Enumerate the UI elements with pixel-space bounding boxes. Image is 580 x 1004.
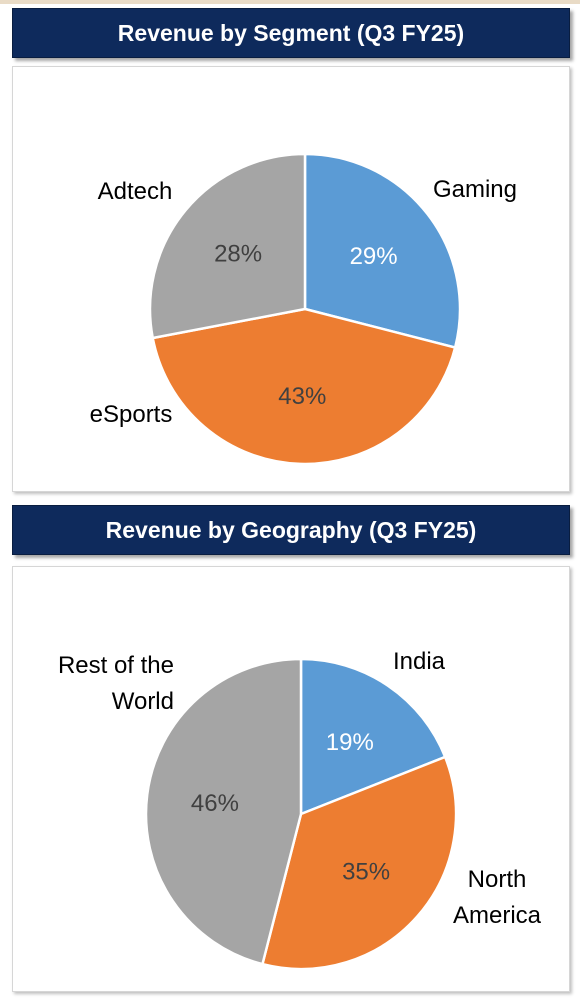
top-accent-strip: [0, 0, 580, 4]
pie-data-label-rest-of-the-world: 46%: [191, 790, 239, 817]
pie-slice-rest-of-the-world: [144, 657, 303, 966]
pie-data-label-gaming: 29%: [350, 243, 398, 270]
pie-data-label-esports: 43%: [278, 383, 326, 410]
pie-category-label-north-america: North America: [453, 866, 542, 929]
pie-data-label-adtech: 28%: [214, 241, 262, 268]
segment-chart-header: Revenue by Segment (Q3 FY25): [12, 8, 570, 58]
pie-slice-north-america: [260, 755, 458, 971]
segment-pie-chart: 29% 43% 28% Gaming eSports Adtech: [12, 66, 570, 492]
geography-chart-header: Revenue by Geography (Q3 FY25): [12, 505, 570, 555]
pie-slice-adtech: [148, 152, 307, 340]
pie-slice-esports: [151, 307, 457, 466]
pie-category-label-esports: eSports: [90, 401, 173, 428]
pie-data-label-india: 19%: [326, 729, 374, 756]
pie-category-label-adtech: Adtech: [98, 178, 173, 205]
geography-pie-chart: 19% 35% 46% India North America Rest of the Wor…: [12, 566, 570, 992]
segment-chart-title: Revenue by Segment (Q3 FY25): [117, 19, 465, 46]
pie-category-label-gaming: Gaming: [433, 176, 517, 203]
pie-slice-gaming: [303, 152, 462, 350]
segment-pie-svg: 29% 43% 28% Gaming eSports Adtech: [90, 152, 517, 466]
pie-data-label-north-america: 35%: [342, 858, 390, 885]
geography-chart-title: Revenue by Geography (Q3 FY25): [105, 516, 477, 543]
pie-category-label-india: India: [393, 648, 446, 675]
pie-slice-india: [299, 657, 447, 816]
pie-category-label-rest-of-the-world: Rest of the World: [58, 652, 174, 715]
geography-pie-svg: 19% 35% 46% India North America Rest of the Wor…: [58, 648, 542, 971]
